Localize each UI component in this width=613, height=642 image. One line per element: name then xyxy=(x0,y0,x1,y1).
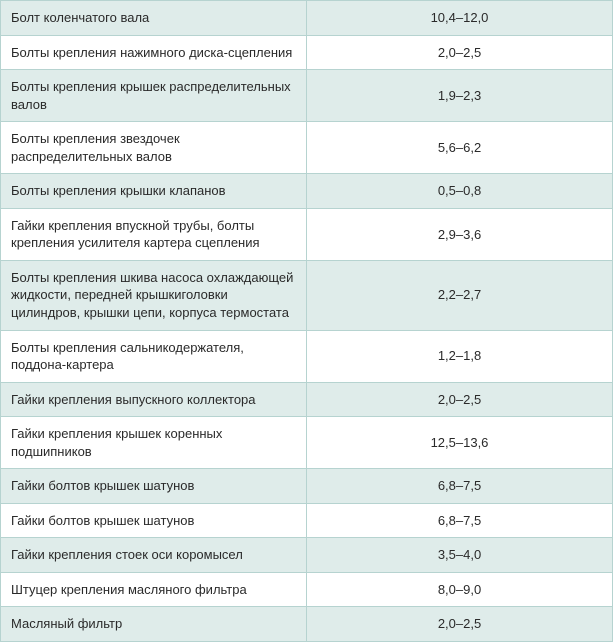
table-row: Болт коленчатого вала10,4–12,0 xyxy=(1,1,613,36)
row-label: Масляный фильтр xyxy=(1,607,307,642)
row-value: 2,0–2,5 xyxy=(307,607,613,642)
row-value: 3,5–4,0 xyxy=(307,538,613,573)
row-label: Гайки крепления впускной трубы, болты кр… xyxy=(1,208,307,260)
row-value: 10,4–12,0 xyxy=(307,1,613,36)
row-label: Гайки крепления выпускного коллектора xyxy=(1,382,307,417)
table-row: Болты крепления крышки клапанов0,5–0,8 xyxy=(1,174,613,209)
row-value: 2,9–3,6 xyxy=(307,208,613,260)
row-label: Болты крепления нажимного диска-сцеплени… xyxy=(1,35,307,70)
table-row: Гайки крепления стоек оси коромысел3,5–4… xyxy=(1,538,613,573)
table-row: Гайки крепления впускной трубы, болты кр… xyxy=(1,208,613,260)
table-row: Гайки крепления крышек коренных подшипни… xyxy=(1,417,613,469)
table-row: Масляный фильтр2,0–2,5 xyxy=(1,607,613,642)
table-row: Болты крепления сальникодержателя, поддо… xyxy=(1,330,613,382)
table-row: Гайки крепления выпускного коллектора2,0… xyxy=(1,382,613,417)
row-value: 6,8–7,5 xyxy=(307,469,613,504)
row-value: 12,5–13,6 xyxy=(307,417,613,469)
row-label: Болты крепления звездочек распределитель… xyxy=(1,122,307,174)
row-value: 2,2–2,7 xyxy=(307,260,613,330)
row-label: Гайки крепления стоек оси коромысел xyxy=(1,538,307,573)
table-row: Болты крепления звездочек распределитель… xyxy=(1,122,613,174)
row-value: 1,2–1,8 xyxy=(307,330,613,382)
row-value: 2,0–2,5 xyxy=(307,382,613,417)
row-value: 6,8–7,5 xyxy=(307,503,613,538)
table-row: Гайки болтов крышек шатунов6,8–7,5 xyxy=(1,469,613,504)
table-row: Болты крепления крышек распределительных… xyxy=(1,70,613,122)
row-label: Штуцер крепления масляного фильтра xyxy=(1,572,307,607)
table-row: Гайки болтов крышек шатунов6,8–7,5 xyxy=(1,503,613,538)
row-label: Болты крепления крышки клапанов xyxy=(1,174,307,209)
row-label: Гайки болтов крышек шатунов xyxy=(1,503,307,538)
row-value: 2,0–2,5 xyxy=(307,35,613,70)
row-label: Болт коленчатого вала xyxy=(1,1,307,36)
row-value: 5,6–6,2 xyxy=(307,122,613,174)
row-value: 1,9–2,3 xyxy=(307,70,613,122)
row-value: 8,0–9,0 xyxy=(307,572,613,607)
table-row: Болты крепления шкива насоса охлаждающей… xyxy=(1,260,613,330)
row-label: Болты крепления крышек распределительных… xyxy=(1,70,307,122)
row-label: Болты крепления сальникодержателя, поддо… xyxy=(1,330,307,382)
row-label: Гайки крепления крышек коренных подшипни… xyxy=(1,417,307,469)
table-row: Штуцер крепления масляного фильтра8,0–9,… xyxy=(1,572,613,607)
row-label: Болты крепления шкива насоса охлаждающей… xyxy=(1,260,307,330)
table-row: Болты крепления нажимного диска-сцеплени… xyxy=(1,35,613,70)
torque-table: Болт коленчатого вала10,4–12,0Болты креп… xyxy=(0,0,613,642)
torque-table-body: Болт коленчатого вала10,4–12,0Болты креп… xyxy=(1,1,613,642)
row-label: Гайки болтов крышек шатунов xyxy=(1,469,307,504)
row-value: 0,5–0,8 xyxy=(307,174,613,209)
